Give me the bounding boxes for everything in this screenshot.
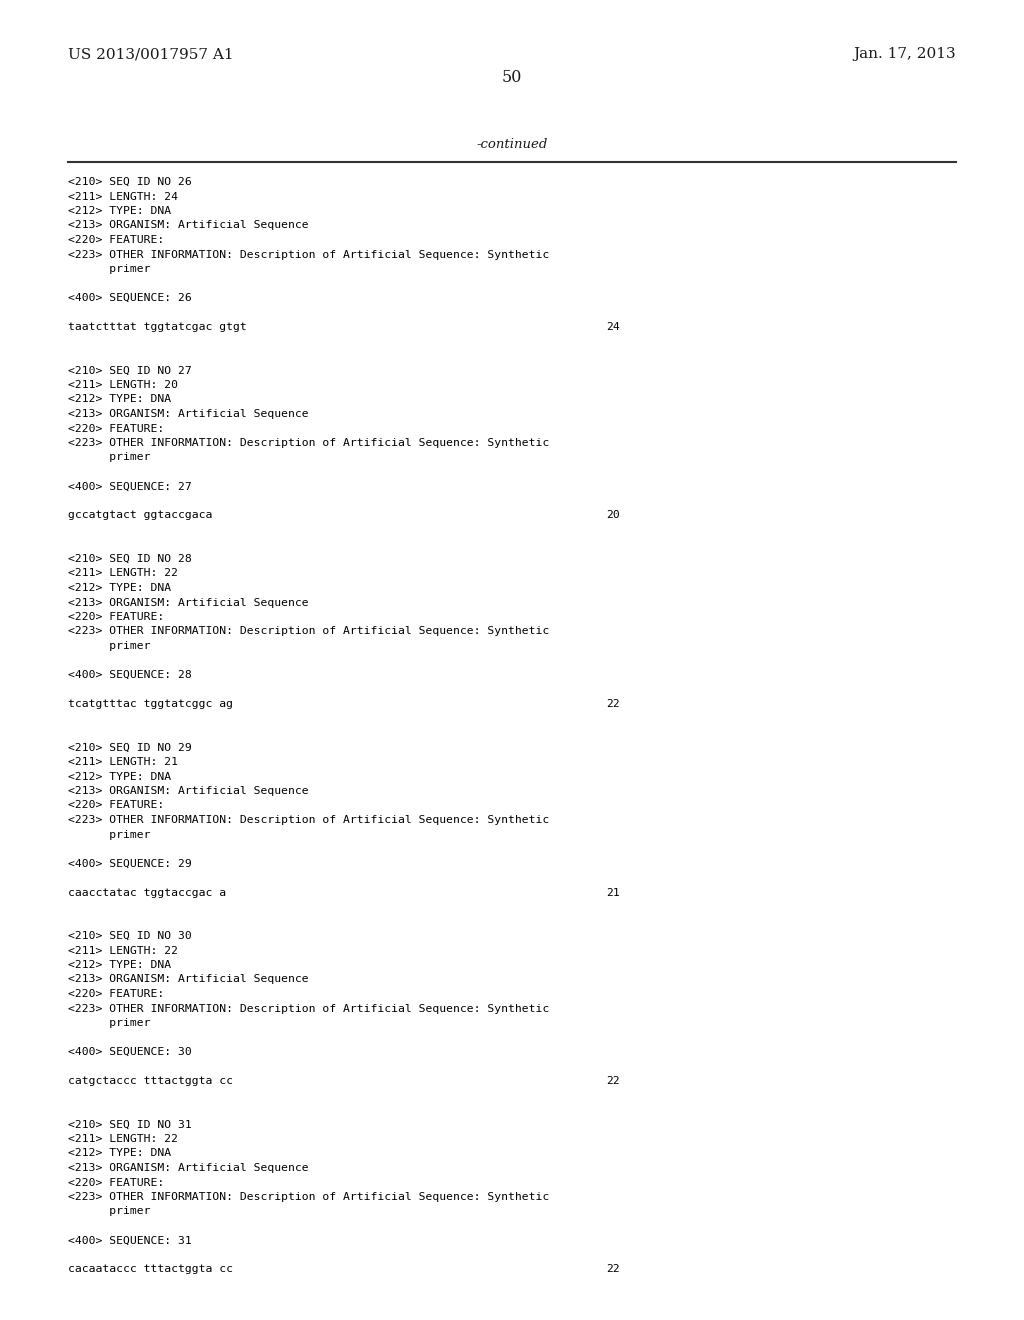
Text: <212> TYPE: DNA: <212> TYPE: DNA [68, 960, 171, 970]
Text: <223> OTHER INFORMATION: Description of Artificial Sequence: Synthetic: <223> OTHER INFORMATION: Description of … [68, 814, 549, 825]
Text: <211> LENGTH: 24: <211> LENGTH: 24 [68, 191, 178, 202]
Text: <400> SEQUENCE: 28: <400> SEQUENCE: 28 [68, 671, 191, 680]
Text: <400> SEQUENCE: 27: <400> SEQUENCE: 27 [68, 482, 191, 491]
Text: <211> LENGTH: 21: <211> LENGTH: 21 [68, 756, 178, 767]
Text: <223> OTHER INFORMATION: Description of Artificial Sequence: Synthetic: <223> OTHER INFORMATION: Description of … [68, 438, 549, 447]
Text: <210> SEQ ID NO 28: <210> SEQ ID NO 28 [68, 554, 191, 564]
Text: <400> SEQUENCE: 26: <400> SEQUENCE: 26 [68, 293, 191, 304]
Text: <223> OTHER INFORMATION: Description of Artificial Sequence: Synthetic: <223> OTHER INFORMATION: Description of … [68, 249, 549, 260]
Text: <213> ORGANISM: Artificial Sequence: <213> ORGANISM: Artificial Sequence [68, 598, 308, 607]
Text: <212> TYPE: DNA: <212> TYPE: DNA [68, 583, 171, 593]
Text: <210> SEQ ID NO 27: <210> SEQ ID NO 27 [68, 366, 191, 375]
Text: <210> SEQ ID NO 30: <210> SEQ ID NO 30 [68, 931, 191, 941]
Text: <223> OTHER INFORMATION: Description of Artificial Sequence: Synthetic: <223> OTHER INFORMATION: Description of … [68, 1003, 549, 1014]
Text: taatctttat tggtatcgac gtgt: taatctttat tggtatcgac gtgt [68, 322, 247, 333]
Text: <211> LENGTH: 22: <211> LENGTH: 22 [68, 569, 178, 578]
Text: <220> FEATURE:: <220> FEATURE: [68, 612, 164, 622]
Text: primer: primer [68, 1018, 151, 1028]
Text: 21: 21 [606, 887, 620, 898]
Text: <212> TYPE: DNA: <212> TYPE: DNA [68, 1148, 171, 1159]
Text: 22: 22 [606, 1265, 620, 1275]
Text: <211> LENGTH: 22: <211> LENGTH: 22 [68, 1134, 178, 1144]
Text: <400> SEQUENCE: 31: <400> SEQUENCE: 31 [68, 1236, 191, 1246]
Text: US 2013/0017957 A1: US 2013/0017957 A1 [68, 48, 233, 61]
Text: <400> SEQUENCE: 30: <400> SEQUENCE: 30 [68, 1047, 191, 1057]
Text: 20: 20 [606, 511, 620, 520]
Text: primer: primer [68, 642, 151, 651]
Text: 24: 24 [606, 322, 620, 333]
Text: caacctatac tggtaccgac a: caacctatac tggtaccgac a [68, 887, 226, 898]
Text: <213> ORGANISM: Artificial Sequence: <213> ORGANISM: Artificial Sequence [68, 220, 308, 231]
Text: primer: primer [68, 264, 151, 275]
Text: <213> ORGANISM: Artificial Sequence: <213> ORGANISM: Artificial Sequence [68, 1163, 308, 1173]
Text: <400> SEQUENCE: 29: <400> SEQUENCE: 29 [68, 858, 191, 869]
Text: <223> OTHER INFORMATION: Description of Artificial Sequence: Synthetic: <223> OTHER INFORMATION: Description of … [68, 627, 549, 636]
Text: catgctaccc tttactggta cc: catgctaccc tttactggta cc [68, 1076, 233, 1086]
Text: <220> FEATURE:: <220> FEATURE: [68, 800, 164, 810]
Text: <212> TYPE: DNA: <212> TYPE: DNA [68, 771, 171, 781]
Text: <210> SEQ ID NO 29: <210> SEQ ID NO 29 [68, 742, 191, 752]
Text: <220> FEATURE:: <220> FEATURE: [68, 989, 164, 999]
Text: 22: 22 [606, 700, 620, 709]
Text: <210> SEQ ID NO 26: <210> SEQ ID NO 26 [68, 177, 191, 187]
Text: gccatgtact ggtaccgaca: gccatgtact ggtaccgaca [68, 511, 212, 520]
Text: <220> FEATURE:: <220> FEATURE: [68, 1177, 164, 1188]
Text: -continued: -continued [476, 139, 548, 150]
Text: <213> ORGANISM: Artificial Sequence: <213> ORGANISM: Artificial Sequence [68, 974, 308, 985]
Text: <210> SEQ ID NO 31: <210> SEQ ID NO 31 [68, 1119, 191, 1130]
Text: <220> FEATURE:: <220> FEATURE: [68, 235, 164, 246]
Text: <213> ORGANISM: Artificial Sequence: <213> ORGANISM: Artificial Sequence [68, 409, 308, 418]
Text: <220> FEATURE:: <220> FEATURE: [68, 424, 164, 433]
Text: cacaataccc tttactggta cc: cacaataccc tttactggta cc [68, 1265, 233, 1275]
Text: 22: 22 [606, 1076, 620, 1086]
Text: primer: primer [68, 453, 151, 462]
Text: <213> ORGANISM: Artificial Sequence: <213> ORGANISM: Artificial Sequence [68, 785, 308, 796]
Text: Jan. 17, 2013: Jan. 17, 2013 [853, 48, 956, 61]
Text: primer: primer [68, 829, 151, 840]
Text: tcatgtttac tggtatcggc ag: tcatgtttac tggtatcggc ag [68, 700, 233, 709]
Text: <211> LENGTH: 20: <211> LENGTH: 20 [68, 380, 178, 389]
Text: <212> TYPE: DNA: <212> TYPE: DNA [68, 395, 171, 404]
Text: <212> TYPE: DNA: <212> TYPE: DNA [68, 206, 171, 216]
Text: <223> OTHER INFORMATION: Description of Artificial Sequence: Synthetic: <223> OTHER INFORMATION: Description of … [68, 1192, 549, 1203]
Text: primer: primer [68, 1206, 151, 1217]
Text: 50: 50 [502, 69, 522, 86]
Text: <211> LENGTH: 22: <211> LENGTH: 22 [68, 945, 178, 956]
